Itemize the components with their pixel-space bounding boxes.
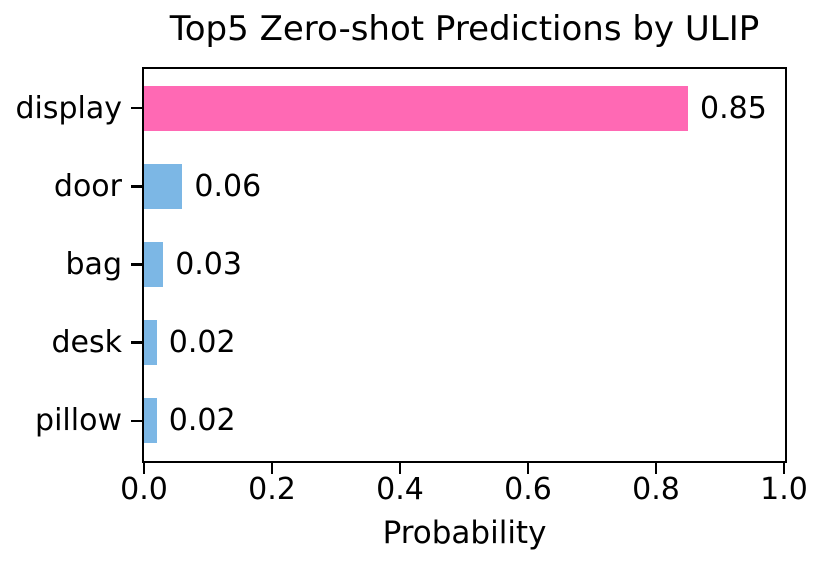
bar-display: 0.85 [144, 85, 767, 131]
x-tick-mark-0.6 [526, 461, 530, 474]
y-tick-label-door: door [53, 168, 122, 204]
y-tick-label-pillow: pillow [35, 403, 122, 439]
bar-value-label-door: 0.06 [194, 168, 262, 204]
bar-value-label-display: 0.85 [700, 90, 767, 126]
x-tick-label-0.4: 0.4 [376, 472, 424, 507]
y-tick-mark-display [131, 106, 144, 110]
x-tick-label-0.0: 0.0 [120, 472, 168, 507]
x-tick-mark-1.0 [782, 461, 786, 474]
bar-pillow: 0.02 [144, 398, 236, 444]
y-tick-mark-bag [131, 263, 144, 266]
plot-area: 0.85 0.06 0.03 0.02 0.02 0.0 0.2 0.4 0.6 0.8 1.0 [120, 67, 808, 507]
bar-bag: 0.03 [144, 242, 242, 287]
x-tick-mark-0.0 [142, 461, 146, 474]
chart-title: Top5 Zero-shot Predictions by ULIP [169, 9, 760, 49]
y-tick-mark-desk [131, 341, 144, 344]
y-tick-label-bag: bag [65, 247, 122, 282]
x-tick-mark-0.2 [270, 461, 274, 474]
x-tick-label-1.0: 1.0 [760, 472, 808, 507]
bar-desk: 0.02 [144, 320, 236, 366]
bar-value-label-pillow: 0.02 [168, 403, 236, 439]
bar-value-label-desk: 0.02 [168, 325, 236, 361]
x-tick-mark-0.8 [654, 461, 658, 474]
y-tick-label-desk: desk [51, 325, 122, 361]
x-tick-mark-0.4 [398, 461, 402, 474]
x-tick-label-0.6: 0.6 [504, 472, 552, 507]
y-tick-label-display: display [15, 90, 122, 126]
y-tick-mark-pillow [131, 419, 144, 423]
x-tick-label-0.8: 0.8 [632, 472, 680, 507]
x-tick-label-0.2: 0.2 [248, 472, 296, 507]
bar-door: 0.06 [144, 163, 261, 209]
y-tick-mark-door [131, 185, 144, 188]
x-axis-label: Probability [382, 515, 547, 551]
bar-value-label-bag: 0.03 [175, 247, 242, 282]
